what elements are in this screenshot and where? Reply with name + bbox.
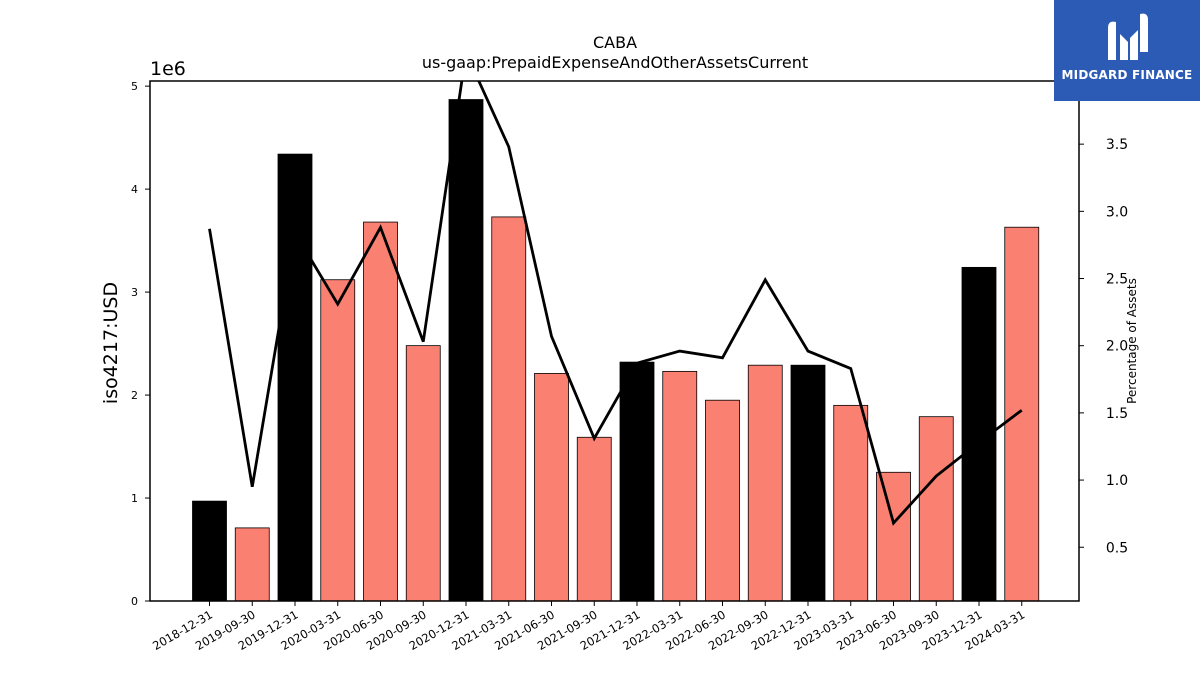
midgard-finance-logo: MIDGARD FINANCE bbox=[1054, 0, 1200, 101]
y2-tick-label: 1.5 bbox=[1106, 406, 1128, 422]
plot-frame bbox=[149, 80, 1080, 602]
y-tick-label: 5 bbox=[131, 80, 138, 93]
y2-tick-label: 2.0 bbox=[1106, 339, 1128, 355]
bar-2020-12-31 bbox=[448, 99, 484, 602]
bar-2023-09-30 bbox=[918, 416, 954, 602]
y2-tick-label: 0.5 bbox=[1106, 540, 1128, 556]
y2-tick-label: 1.0 bbox=[1106, 473, 1128, 489]
bar-2021-03-31 bbox=[491, 216, 527, 602]
y-offset-label: 1e6 bbox=[150, 58, 186, 80]
y-tick-label: 1 bbox=[131, 492, 138, 505]
y-axis-label: iso4217:USD bbox=[100, 282, 122, 404]
line-series-percentage-of-assets bbox=[208, 81, 1023, 526]
y2-tick-label: 3.5 bbox=[1106, 137, 1128, 153]
y-tick-label: 4 bbox=[131, 183, 138, 196]
y-tick-label: 2 bbox=[131, 389, 138, 402]
bar-2021-12-31 bbox=[619, 361, 655, 602]
y-tick-label: 3 bbox=[131, 286, 138, 299]
bar-2020-06-30 bbox=[363, 221, 398, 602]
bar-2020-03-31 bbox=[320, 279, 356, 602]
bar-2021-09-30 bbox=[576, 436, 612, 602]
bar-2019-12-31 bbox=[277, 153, 313, 602]
y2-axis-label: Percentage of Assets bbox=[1125, 278, 1139, 404]
bar-2023-03-31 bbox=[833, 404, 869, 602]
chart-subtitle: us-gaap:PrepaidExpenseAndOtherAssetsCurr… bbox=[422, 53, 808, 72]
bar-2022-12-31 bbox=[790, 364, 826, 602]
y2-tick-label: 3.0 bbox=[1106, 204, 1128, 220]
bar-2018-12-31 bbox=[192, 500, 227, 602]
bar-2022-03-31 bbox=[662, 370, 698, 602]
bar-2022-09-30 bbox=[747, 364, 783, 602]
chart-title: CABA bbox=[593, 33, 637, 52]
bar-2021-06-30 bbox=[534, 373, 569, 602]
bar-2020-09-30 bbox=[405, 345, 441, 602]
y2-tick-label: 2.5 bbox=[1106, 272, 1128, 288]
y-tick-label: 0 bbox=[131, 595, 138, 608]
bar-2022-06-30 bbox=[705, 399, 740, 602]
bar-2023-06-30 bbox=[876, 471, 911, 602]
logo-text: MIDGARD FINANCE bbox=[1061, 68, 1193, 82]
bar-2019-09-30 bbox=[234, 527, 270, 602]
bar-2024-03-31 bbox=[1004, 226, 1040, 602]
logo-mark-icon bbox=[1108, 13, 1148, 61]
